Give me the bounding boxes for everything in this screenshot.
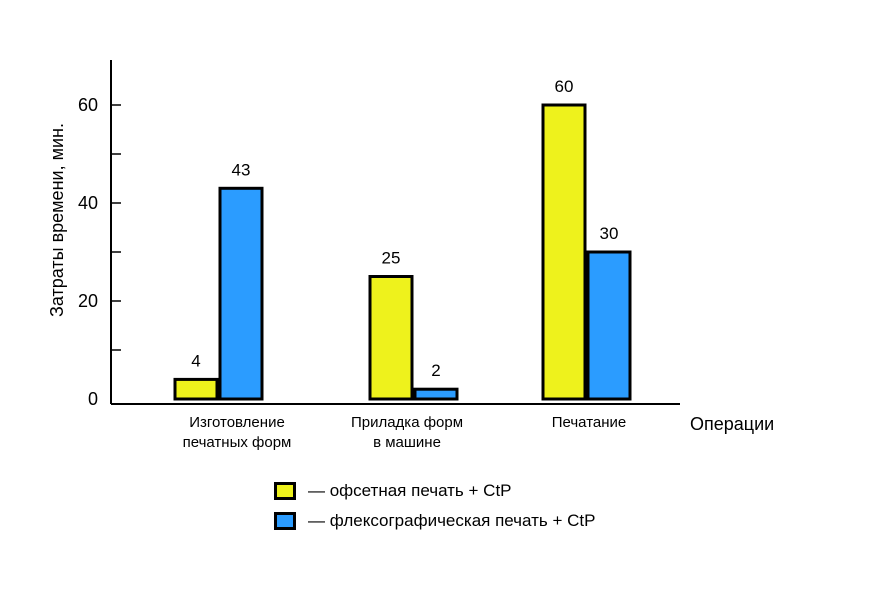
category-labels: Изготовление печатных форм Приладка форм в … bbox=[183, 414, 627, 451]
bar-flexo bbox=[586, 250, 632, 401]
bar-offset bbox=[541, 103, 587, 401]
y-tick-label: 0 bbox=[88, 389, 98, 409]
legend-label-offset: — офсетная печать + CtP bbox=[308, 481, 512, 500]
bar-value-label: 30 bbox=[600, 224, 619, 243]
bar-value-label: 2 bbox=[431, 361, 440, 380]
bar-value-label: 60 bbox=[555, 77, 574, 96]
bar-value-label: 43 bbox=[232, 160, 251, 179]
chart-axes bbox=[110, 60, 680, 405]
y-axis-ticks: 0 20 40 60 bbox=[78, 95, 121, 409]
legend-swatch-offset bbox=[274, 482, 296, 500]
bar-series bbox=[173, 103, 632, 401]
bar-offset bbox=[368, 275, 414, 401]
bar-value-label: 25 bbox=[382, 249, 401, 268]
y-tick-label: 40 bbox=[78, 193, 98, 213]
category-label: Приладка форм в машине bbox=[351, 414, 463, 451]
legend: — офсетная печать + CtP — флексографичес… bbox=[274, 476, 595, 536]
legend-item-offset: — офсетная печать + CtP bbox=[274, 476, 595, 506]
bar-flexo bbox=[413, 387, 459, 401]
category-label: Изготовление печатных форм bbox=[183, 414, 292, 451]
y-tick-label: 20 bbox=[78, 291, 98, 311]
bar-flexo bbox=[218, 186, 264, 401]
legend-item-flexo: — флексографическая печать + CtP bbox=[274, 506, 595, 536]
y-axis-title: Затраты времени, мин. bbox=[47, 123, 67, 317]
category-label: Печатание bbox=[552, 414, 627, 431]
legend-swatch-flexo bbox=[274, 512, 296, 530]
value-labels: 4 43 25 2 60 30 bbox=[191, 77, 618, 380]
bar-value-label: 4 bbox=[191, 351, 200, 370]
legend-label-flexo: — флексографическая печать + CtP bbox=[308, 511, 596, 530]
bar-offset bbox=[173, 377, 219, 401]
x-axis-title: Операции bbox=[690, 414, 774, 434]
y-tick-label: 60 bbox=[78, 95, 98, 115]
